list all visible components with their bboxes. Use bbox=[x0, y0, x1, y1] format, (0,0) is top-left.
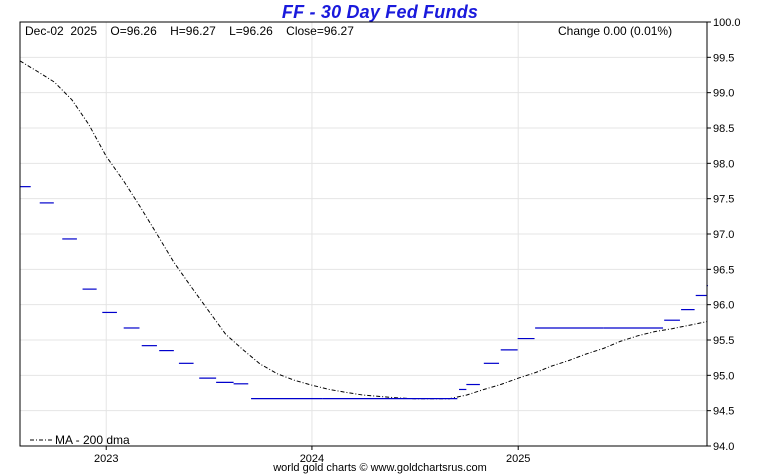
credit-footer: world gold charts © www.goldchartsrus.co… bbox=[273, 462, 487, 474]
y-tick-label: 99.5 bbox=[713, 52, 734, 64]
y-tick-label: 95.5 bbox=[713, 335, 734, 347]
y-tick-label: 96.5 bbox=[713, 264, 734, 276]
y-tick-label: 98.0 bbox=[713, 158, 734, 170]
x-axis: 2023 2024 2025 bbox=[94, 446, 530, 465]
y-tick-label: 94.5 bbox=[713, 406, 734, 418]
change-readout: Change 0.00 (0.01%) bbox=[558, 24, 673, 38]
ma-line bbox=[19, 60, 708, 400]
legend: MA - 200 dma bbox=[30, 433, 130, 447]
x-tick-label: 2025 bbox=[506, 453, 530, 465]
y-tick-label: 98.5 bbox=[713, 123, 734, 135]
x-tick-label: 2023 bbox=[94, 453, 118, 465]
y-tick-label: 94.0 bbox=[713, 441, 734, 453]
y-tick-label: 100.0 bbox=[713, 17, 741, 29]
y-axis: 94.0 94.5 95.0 95.5 96.0 96.5 97.0 97.5 98.0 98.5… bbox=[707, 17, 741, 453]
ohlc-readout: Dec-02 2025 O=96.26 H=96.27 L=96.26 Clos… bbox=[25, 24, 354, 38]
ma-series bbox=[19, 60, 708, 400]
y-tick-label: 97.5 bbox=[713, 194, 734, 206]
y-tick-label: 96.0 bbox=[713, 300, 734, 312]
chart-title: FF - 30 Day Fed Funds bbox=[281, 2, 479, 22]
y-tick-label: 95.0 bbox=[713, 370, 734, 382]
y-tick-label: 99.0 bbox=[713, 88, 734, 100]
x-tick-label: 2024 bbox=[300, 453, 324, 465]
price-series bbox=[20, 186, 708, 400]
y-tick-label: 97.0 bbox=[713, 229, 734, 241]
legend-ma-label: MA - 200 dma bbox=[55, 433, 130, 447]
